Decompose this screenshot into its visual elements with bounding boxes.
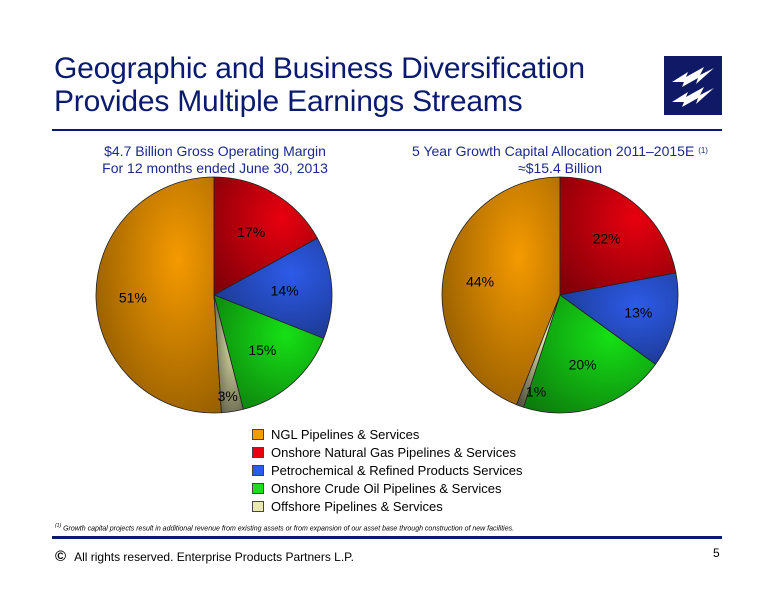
pie-label-ngl: 44% bbox=[466, 273, 494, 289]
legend-item-offshore: Offshore Pipelines & Services bbox=[252, 497, 522, 515]
legend-item-crude-oil: Onshore Crude Oil Pipelines & Services bbox=[252, 479, 522, 497]
footnote: (1) Growth capital projects result in ad… bbox=[55, 523, 514, 532]
legend: NGL Pipelines & Services Onshore Natural… bbox=[252, 425, 522, 515]
pie-slice-offshore bbox=[213, 294, 244, 414]
slide-title: Geographic and Business Diversification … bbox=[54, 52, 654, 118]
right-chart-title-note: (1) bbox=[698, 146, 708, 155]
legend-item-petrochemical: Petrochemical & Refined Products Service… bbox=[252, 461, 522, 479]
pie-slice-offshore bbox=[516, 294, 561, 408]
page-number: 5 bbox=[713, 546, 720, 560]
legend-swatch-offshore bbox=[252, 500, 264, 512]
legend-label-crude-oil: Onshore Crude Oil Pipelines & Services bbox=[271, 480, 502, 496]
pie-label-ngl: 51% bbox=[119, 289, 147, 305]
pie-label-offshore: 3% bbox=[218, 388, 238, 404]
left-chart-title-line-2: For 12 months ended June 30, 2013 bbox=[102, 160, 328, 176]
right-chart-title-line-1: 5 Year Growth Capital Allocation 2011–20… bbox=[395, 143, 725, 160]
pie-slice-ngl bbox=[441, 176, 561, 406]
footer-divider bbox=[52, 536, 722, 539]
copyright: © All rights reserved. Enterprise Produc… bbox=[55, 548, 354, 565]
legend-label-offshore: Offshore Pipelines & Services bbox=[271, 498, 443, 514]
right-chart-title-line-2: ≈$15.4 Billion bbox=[518, 160, 602, 176]
legend-swatch-ngl bbox=[252, 428, 264, 440]
left-chart-title-line-1: $4.7 Billion Gross Operating Margin bbox=[104, 143, 326, 159]
copyright-icon: © bbox=[55, 548, 67, 565]
legend-label-onshore-gas: Onshore Natural Gas Pipelines & Services bbox=[271, 444, 516, 460]
copyright-text: All rights reserved. Enterprise Products… bbox=[74, 549, 354, 564]
legend-label-ngl: NGL Pipelines & Services bbox=[271, 426, 420, 442]
right-chart-title-text: 5 Year Growth Capital Allocation 2011–20… bbox=[412, 143, 695, 159]
slide-title-line-2: Provides Multiple Earnings Streams bbox=[54, 85, 523, 118]
pie-slice-petrochemical bbox=[213, 237, 333, 339]
legend-swatch-onshore-gas bbox=[252, 446, 264, 458]
pie-slice-ngl bbox=[95, 176, 222, 414]
pie-label-onshore-gas: 17% bbox=[237, 224, 265, 240]
legend-label-petrochemical: Petrochemical & Refined Products Service… bbox=[271, 462, 523, 478]
footnote-text: Growth capital projects result in additi… bbox=[63, 525, 515, 533]
pie-label-crude-oil: 15% bbox=[248, 342, 276, 358]
pie-slice-onshore-gas bbox=[213, 176, 318, 296]
left-chart-title: $4.7 Billion Gross Operating Margin For … bbox=[80, 143, 350, 177]
legend-swatch-petrochemical bbox=[252, 464, 264, 476]
pie-label-onshore-gas: 22% bbox=[593, 231, 621, 247]
pie-label-crude-oil: 20% bbox=[569, 357, 597, 373]
right-chart-title: 5 Year Growth Capital Allocation 2011–20… bbox=[395, 143, 725, 177]
legend-item-ngl: NGL Pipelines & Services bbox=[252, 425, 522, 443]
pie-label-offshore: 1% bbox=[526, 383, 546, 399]
pie-slice-crude-oil bbox=[523, 294, 657, 414]
growth-capital-allocation-pie: 44% 22% 13% 20% 1% bbox=[441, 176, 679, 414]
gross-operating-margin-pie: 51% 17% 14% 15% 3% bbox=[95, 176, 333, 414]
pie-label-petrochemical: 13% bbox=[624, 305, 652, 321]
footnote-marker: (1) bbox=[55, 523, 62, 529]
pie-label-petrochemical: 14% bbox=[271, 283, 299, 299]
slide-title-line-1: Geographic and Business Diversification bbox=[54, 52, 585, 85]
title-divider bbox=[52, 129, 722, 131]
legend-item-onshore-gas: Onshore Natural Gas Pipelines & Services bbox=[252, 443, 522, 461]
lightning-bolt-logo-icon bbox=[664, 56, 722, 115]
pie-slice-onshore-gas bbox=[559, 176, 677, 296]
pie-slice-petrochemical bbox=[559, 272, 679, 365]
pie-slice-crude-oil bbox=[213, 294, 325, 410]
legend-swatch-crude-oil bbox=[252, 482, 264, 494]
